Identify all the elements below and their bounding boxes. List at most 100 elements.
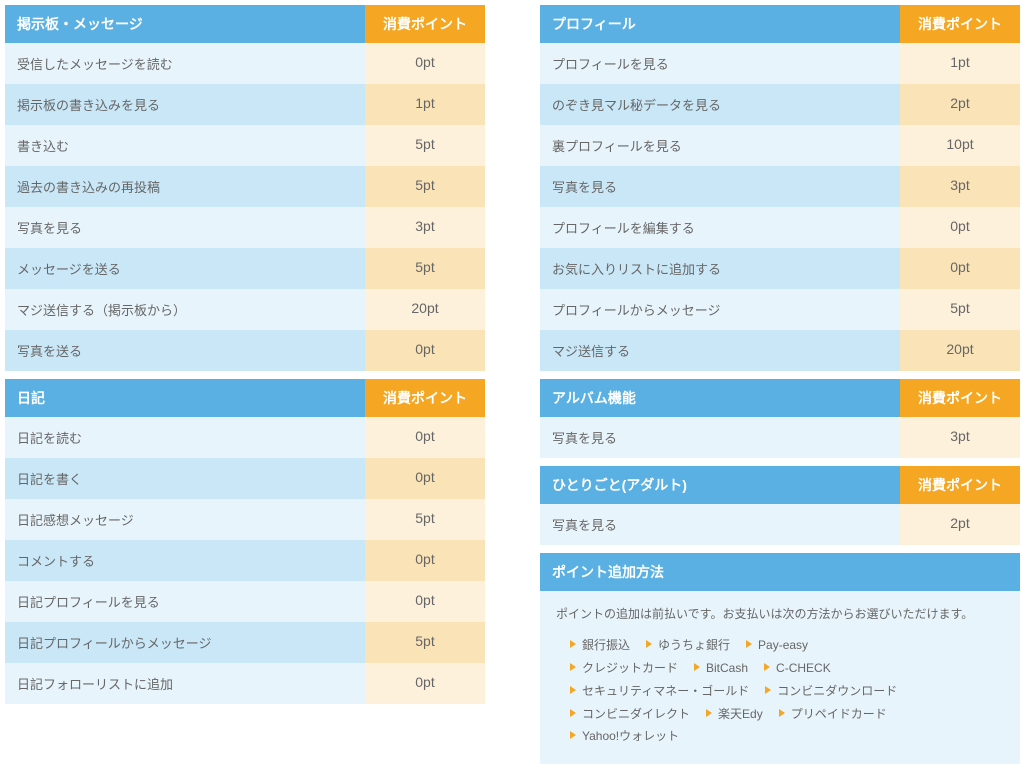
method-label: 銀行振込: [582, 638, 630, 652]
arrow-icon: [570, 640, 576, 648]
table-row: プロフィールを見る1pt: [540, 43, 1020, 84]
row-points: 2pt: [900, 84, 1020, 125]
payment-method: コンビニダウンロード: [765, 680, 897, 703]
method-label: ゆうちょ銀行: [658, 638, 730, 652]
points-section: アルバム機能消費ポイント写真を見る3pt: [540, 379, 1020, 458]
table-row: のぞき見マル秘データを見る2pt: [540, 84, 1020, 125]
section-header: 日記消費ポイント: [5, 379, 485, 417]
row-label: 掲示板の書き込みを見る: [5, 84, 365, 125]
section-title: アルバム機能: [540, 379, 900, 417]
points-section: ひとりごと(アダルト)消費ポイント写真を見る2pt: [540, 466, 1020, 545]
arrow-icon: [765, 686, 771, 694]
row-points: 0pt: [365, 663, 485, 704]
row-points: 5pt: [900, 289, 1020, 330]
method-label: クレジットカード: [582, 661, 678, 675]
table-row: マジ送信する20pt: [540, 330, 1020, 371]
method-label: Yahoo!ウォレット: [582, 729, 679, 743]
row-points: 0pt: [365, 458, 485, 499]
right-column: プロフィール消費ポイント プロフィールを見る1ptのぞき見マル秘データを見る2pt…: [540, 5, 1020, 772]
method-label: BitCash: [706, 661, 748, 675]
row-points: 3pt: [900, 417, 1020, 458]
table-row: 写真を見る3pt: [5, 207, 485, 248]
info-body: ポイントの追加は前払いです。お支払いは次の方法からお選びいただけます。銀行振込ゆ…: [540, 591, 1020, 764]
payment-method: BitCash: [694, 657, 748, 680]
payment-method: C-CHECK: [764, 657, 831, 680]
section-title: 日記: [5, 379, 365, 417]
row-label: 写真を見る: [5, 207, 365, 248]
method-label: コンビニダイレクト: [582, 707, 690, 721]
method-label: 楽天Edy: [718, 707, 763, 721]
table-row: 書き込む5pt: [5, 125, 485, 166]
row-label: お気に入りリストに追加する: [540, 248, 900, 289]
method-label: Pay-easy: [758, 638, 808, 652]
info-title: ポイント追加方法: [540, 553, 1020, 591]
section-header: アルバム機能消費ポイント: [540, 379, 1020, 417]
row-label: プロフィールを編集する: [540, 207, 900, 248]
section-title: プロフィール: [540, 5, 900, 43]
table-row: 受信したメッセージを読む0pt: [5, 43, 485, 84]
row-label: マジ送信する（掲示板から）: [5, 289, 365, 330]
table-row: プロフィールを編集する0pt: [540, 207, 1020, 248]
row-points: 20pt: [900, 330, 1020, 371]
row-points: 5pt: [365, 125, 485, 166]
table-row: お気に入りリストに追加する0pt: [540, 248, 1020, 289]
method-label: セキュリティマネー・ゴールド: [582, 684, 749, 698]
payment-method: 楽天Edy: [706, 703, 763, 726]
payment-method: プリペイドカード: [779, 703, 887, 726]
payment-method: クレジットカード: [570, 657, 678, 680]
payment-methods: 銀行振込 ゆうちょ銀行 Pay-easy クレジットカード BitCash C-CHECK…: [556, 634, 1004, 748]
row-label: プロフィールからメッセージ: [540, 289, 900, 330]
row-label: コメントする: [5, 540, 365, 581]
row-label: 写真を見る: [540, 417, 900, 458]
row-points: 5pt: [365, 248, 485, 289]
info-section: ポイント追加方法ポイントの追加は前払いです。お支払いは次の方法からお選びいただけ…: [540, 553, 1020, 764]
row-points: 0pt: [365, 330, 485, 371]
row-points: 20pt: [365, 289, 485, 330]
arrow-icon: [570, 686, 576, 694]
arrow-icon: [694, 663, 700, 671]
points-header: 消費ポイント: [365, 5, 485, 43]
table-row: 日記プロフィールからメッセージ5pt: [5, 622, 485, 663]
row-label: 写真を送る: [5, 330, 365, 371]
table-row: 裏プロフィールを見る10pt: [540, 125, 1020, 166]
row-points: 0pt: [365, 43, 485, 84]
row-label: 日記プロフィールを見る: [5, 581, 365, 622]
table-row: 過去の書き込みの再投稿5pt: [5, 166, 485, 207]
points-header: 消費ポイント: [365, 379, 485, 417]
table-row: 日記フォローリストに追加0pt: [5, 663, 485, 704]
table-row: コメントする0pt: [5, 540, 485, 581]
table-row: マジ送信する（掲示板から）20pt: [5, 289, 485, 330]
method-label: プリペイドカード: [791, 707, 887, 721]
row-label: 日記感想メッセージ: [5, 499, 365, 540]
table-row: プロフィールからメッセージ5pt: [540, 289, 1020, 330]
row-label: プロフィールを見る: [540, 43, 900, 84]
row-label: 書き込む: [5, 125, 365, 166]
row-points: 3pt: [365, 207, 485, 248]
row-points: 1pt: [365, 84, 485, 125]
points-header: 消費ポイント: [900, 466, 1020, 504]
row-points: 3pt: [900, 166, 1020, 207]
payment-method: Pay-easy: [746, 634, 808, 657]
row-label: 裏プロフィールを見る: [540, 125, 900, 166]
row-label: 受信したメッセージを読む: [5, 43, 365, 84]
method-label: コンビニダウンロード: [777, 684, 897, 698]
arrow-icon: [570, 663, 576, 671]
payment-method: セキュリティマネー・ゴールド: [570, 680, 749, 703]
table-row: 掲示板の書き込みを見る1pt: [5, 84, 485, 125]
section-header: ひとりごと(アダルト)消費ポイント: [540, 466, 1020, 504]
payment-method: 銀行振込: [570, 634, 630, 657]
row-label: のぞき見マル秘データを見る: [540, 84, 900, 125]
table-row: 日記を書く0pt: [5, 458, 485, 499]
payment-method: Yahoo!ウォレット: [570, 725, 679, 748]
section-title: ひとりごと(アダルト): [540, 466, 900, 504]
row-label: 日記を書く: [5, 458, 365, 499]
arrow-icon: [570, 731, 576, 739]
points-section: プロフィール消費ポイントプロフィールを見る1ptのぞき見マル秘データを見る2pt…: [540, 5, 1020, 371]
arrow-icon: [746, 640, 752, 648]
row-label: 写真を見る: [540, 166, 900, 207]
method-label: C-CHECK: [776, 661, 831, 675]
row-points: 1pt: [900, 43, 1020, 84]
row-points: 0pt: [900, 207, 1020, 248]
table-row: 写真を見る3pt: [540, 166, 1020, 207]
points-header: 消費ポイント: [900, 379, 1020, 417]
